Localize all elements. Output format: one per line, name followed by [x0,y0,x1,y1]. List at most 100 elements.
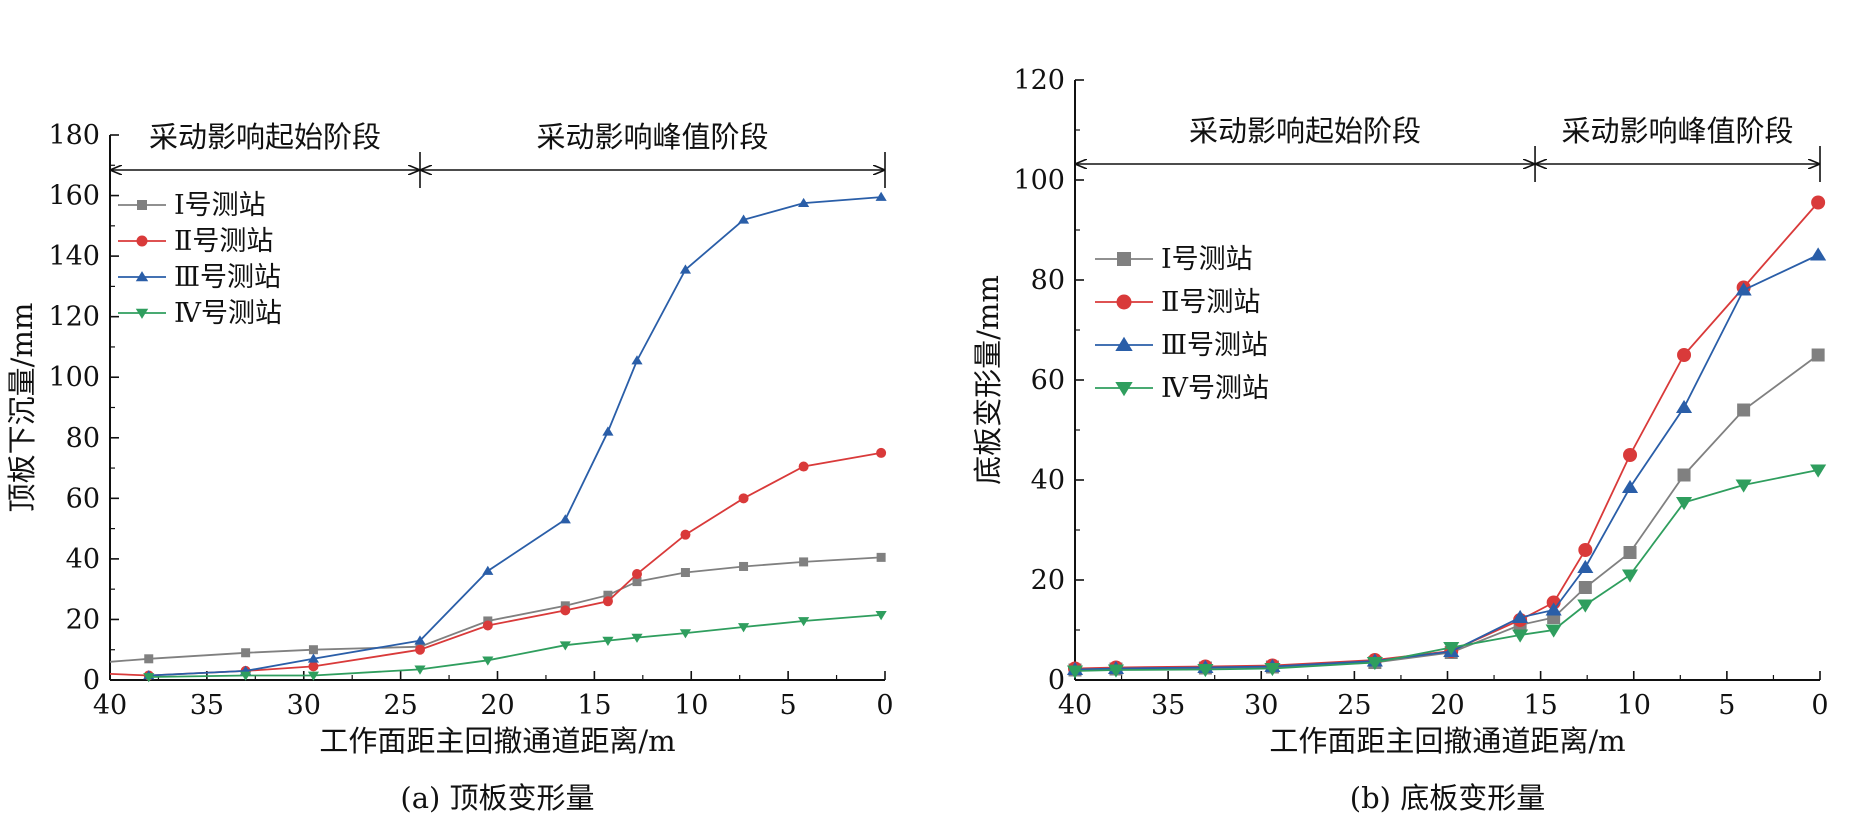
x-tick-label: 0 [876,690,893,721]
legend-label: Ⅱ号测站 [174,226,273,257]
x-tick-label: 20 [480,690,514,721]
y-tick-label: 140 [48,241,100,272]
y-tick-label: 180 [48,120,100,151]
series-line-4 [148,614,882,678]
x-tick-label: 5 [780,690,797,721]
x-tick-label: 30 [287,690,321,721]
series-4-point [1443,641,1460,656]
series-line-4 [1074,469,1819,672]
series-1-point [241,648,251,658]
series-2-point [738,493,749,504]
y-tick-label: 0 [83,665,100,696]
series-3-point [482,565,494,575]
series-3-point [1621,479,1639,494]
x-tick-label: 15 [1523,690,1557,721]
series-4-point [679,629,692,639]
series-1-point [1737,403,1751,417]
y-tick-label: 160 [48,181,100,212]
x-axis-label: 工作面距主回撤通道距离/m [319,724,675,758]
series-1-point [603,590,613,600]
series-1-point [799,557,809,567]
series-3-point [1810,247,1827,261]
series-4-point [1545,624,1562,638]
series-2-point [415,644,425,655]
series-2-point [1677,348,1692,362]
series-4-point [631,633,643,643]
floor-deformation-chart: 0 20 40 60 80 100 120 40 35 30 25 20 15 10 5 0 工作面距主回撤通道… [971,65,1829,815]
series-1-point [1578,581,1592,594]
series-4-point [240,671,252,681]
series-1-point [876,552,886,562]
series-1-point [739,561,749,571]
x-tick-label: 10 [1617,690,1651,721]
y-tick-label: 20 [1031,565,1065,596]
stage-label: 采动影响起始阶段 [1189,114,1421,148]
series-2-point [798,461,809,472]
series-4-point [482,656,494,666]
series-4-point [414,665,426,675]
series-2-point [482,620,493,631]
series-1-point [632,577,642,587]
legend-label: Ⅱ号测站 [1161,287,1260,318]
series-2-point [602,596,613,607]
series-2-point [632,569,642,580]
series-4-point [1735,479,1752,493]
legend-marker [136,235,148,247]
series-3-point [602,426,614,436]
series-4-point [737,623,750,633]
series-2-point [1578,543,1593,557]
series-3-point [1545,602,1562,616]
series-3-point [1577,559,1594,574]
y-tick-label: 0 [1048,665,1065,696]
series-4-point [1512,629,1529,643]
series-4-point [602,636,614,646]
series-1-point [680,568,690,578]
stage-label: 采动影响起始阶段 [149,120,381,154]
x-tick-label: 30 [1244,690,1278,721]
series-4-point [1066,665,1084,679]
y-tick-label: 80 [1031,265,1065,296]
legend-label: Ⅲ号测站 [174,262,281,293]
legend-label: Ⅳ号测站 [1161,373,1269,404]
series-line-3 [148,196,882,677]
legend-marker [1115,382,1133,397]
series-2-point [1811,195,1826,210]
series-3-point [414,635,426,645]
legend-label: Ⅰ号测站 [1161,244,1253,275]
y-tick-label: 100 [1013,165,1065,196]
stage-label: 采动影响峰值阶段 [536,120,768,154]
x-tick-label: 5 [1718,690,1735,721]
y-tick-label: 40 [1031,465,1065,496]
legend-marker [1116,294,1132,310]
legend-marker [135,271,149,282]
x-tick-label: 25 [383,690,417,721]
series-2-point [308,661,319,672]
legend-marker [1117,252,1131,266]
series-1-point [308,645,318,655]
series-3-point [679,264,692,274]
legend-label: Ⅳ号测站 [174,298,282,329]
series-3-point [1675,399,1693,414]
y-tick-label: 20 [66,604,100,635]
figure-caption: (a) 顶板变形量 [400,781,594,815]
series-1-point [1677,468,1691,482]
y-tick-label: 100 [48,362,100,393]
y-tick-label: 60 [1031,365,1065,396]
series-4-point [1107,664,1125,678]
series-3-point [631,355,643,365]
series-4-point [798,617,810,627]
series-4-point [307,671,320,681]
series-3-point [737,214,750,224]
series-4-point [1810,464,1827,478]
legend-marker [137,200,147,210]
series-4-point [1675,496,1693,511]
x-tick-label: 15 [577,690,611,721]
x-tick-label: 0 [1811,690,1828,721]
series-2-point [560,605,571,616]
series-1-point [1623,546,1637,559]
x-axis-label: 工作面距主回撤通道距离/m [1269,724,1625,758]
legend-marker [135,308,149,319]
y-tick-label: 80 [66,423,100,454]
roof-deformation-chart: 0 20 40 60 80 100 120 140 160 180 40 35 30 25 20 15 10 5 0… [5,120,894,815]
